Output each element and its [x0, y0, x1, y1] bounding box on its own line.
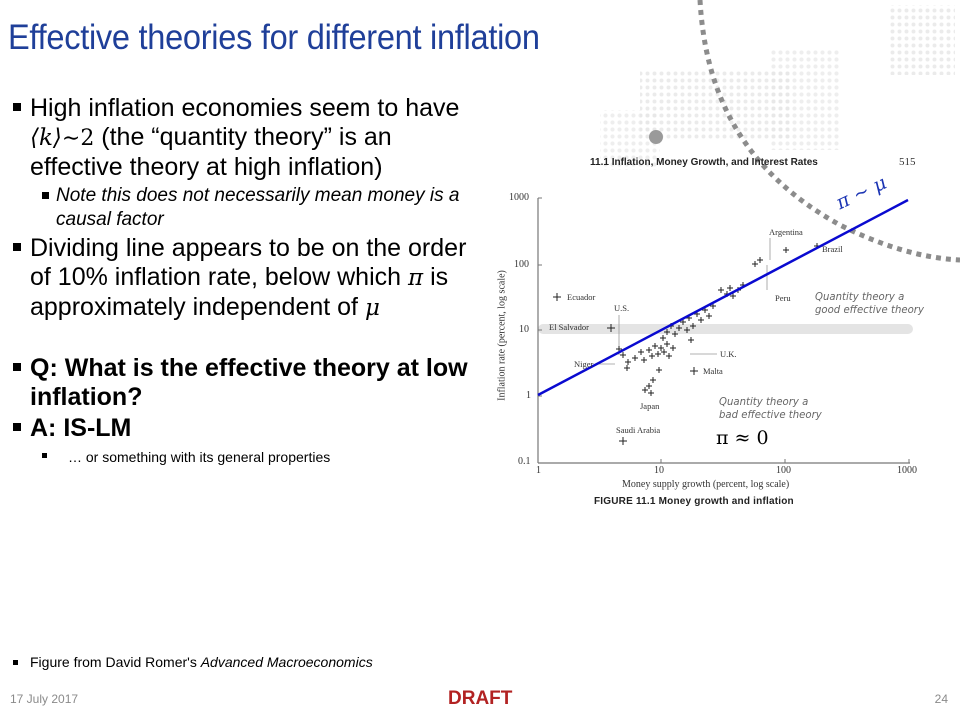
label-ecuador: Ecuador	[567, 292, 596, 302]
math-k-average: ⟨k⟩	[30, 125, 62, 151]
data-points	[553, 243, 820, 445]
figure-caption: FIGURE 11.1 Money growth and inflation	[594, 496, 794, 507]
bullet-square-icon	[42, 453, 47, 458]
decorative-dot	[649, 130, 663, 144]
bullet-answer: A: IS-LM	[10, 414, 480, 443]
label-saudi-arabia: Saudi Arabia	[616, 425, 661, 435]
y-tick-1: 1	[526, 390, 531, 401]
label-peru: Peru	[775, 293, 791, 303]
dotted-arc	[697, 0, 960, 263]
x-axis-label: Money supply growth (percent, log scale)	[622, 479, 790, 490]
bullet-dividing-line: Dividing line appears to be on the order…	[10, 234, 480, 323]
page-number: 24	[934, 692, 948, 706]
math-mu: μ	[364, 295, 380, 321]
subbullet-general-properties: … or something with its general properti…	[10, 447, 480, 467]
slide-body: High inflation economies seem to have ⟨k…	[10, 94, 480, 467]
y-axis-label: Inflation rate (percent, log scale)	[496, 270, 508, 401]
y-tick-10: 10	[519, 324, 529, 335]
draft-watermark: DRAFT	[448, 688, 513, 709]
bullet-question: Q: What is the effective theory at low i…	[10, 354, 480, 412]
label-us: U.S.	[614, 303, 630, 313]
annotation-good-theory: Quantity theory a good effective theory	[815, 290, 924, 316]
label-niger: Niger	[574, 359, 594, 369]
bullet-square-icon	[42, 192, 49, 199]
bullet-square-icon	[13, 660, 18, 665]
bullet-square-icon	[13, 103, 21, 111]
x-tick-1: 1	[536, 465, 541, 476]
figure-running-header: 11.1 Inflation, Money Growth, and Intere…	[590, 157, 818, 168]
x-tick-1000: 1000	[897, 465, 917, 476]
label-uk: U.K.	[720, 349, 737, 359]
label-argentina: Argentina	[769, 227, 803, 237]
bullet-square-icon	[13, 243, 21, 251]
math-pi: π	[408, 265, 424, 291]
y-tick-1000: 1000	[509, 192, 529, 203]
figure-source-note: Figure from David Romer's Advanced Macro…	[10, 654, 373, 670]
x-tick-100: 100	[776, 465, 791, 476]
slide-title: Effective theories for different inflati…	[8, 18, 540, 57]
label-el-salvador: El Salvador	[549, 322, 589, 332]
x-tick-10: 10	[654, 465, 664, 476]
y-tick-0.1: 0.1	[518, 456, 531, 467]
bullet-high-inflation: High inflation economies seem to have ⟨k…	[10, 94, 480, 182]
figure-book-page: 515	[899, 156, 916, 168]
label-malta: Malta	[703, 366, 723, 376]
bullet-square-icon	[13, 363, 21, 371]
footer-date: 17 July 2017	[10, 692, 79, 706]
fit-line-pi-mu	[537, 198, 909, 397]
label-brazil: Brazil	[822, 244, 843, 254]
book-title: Advanced Macroeconomics	[200, 654, 373, 670]
bullet-square-icon	[13, 423, 21, 431]
annotation-bad-theory: Quantity theory a bad effective theory	[719, 395, 822, 421]
y-tick-100: 100	[514, 259, 529, 270]
overlay-pi-approx-zero: π ≈ 0	[716, 427, 769, 449]
subbullet-causal-note: Note this does not necessarily mean mone…	[10, 184, 480, 232]
label-japan: Japan	[640, 401, 660, 411]
dividing-band	[538, 324, 913, 334]
